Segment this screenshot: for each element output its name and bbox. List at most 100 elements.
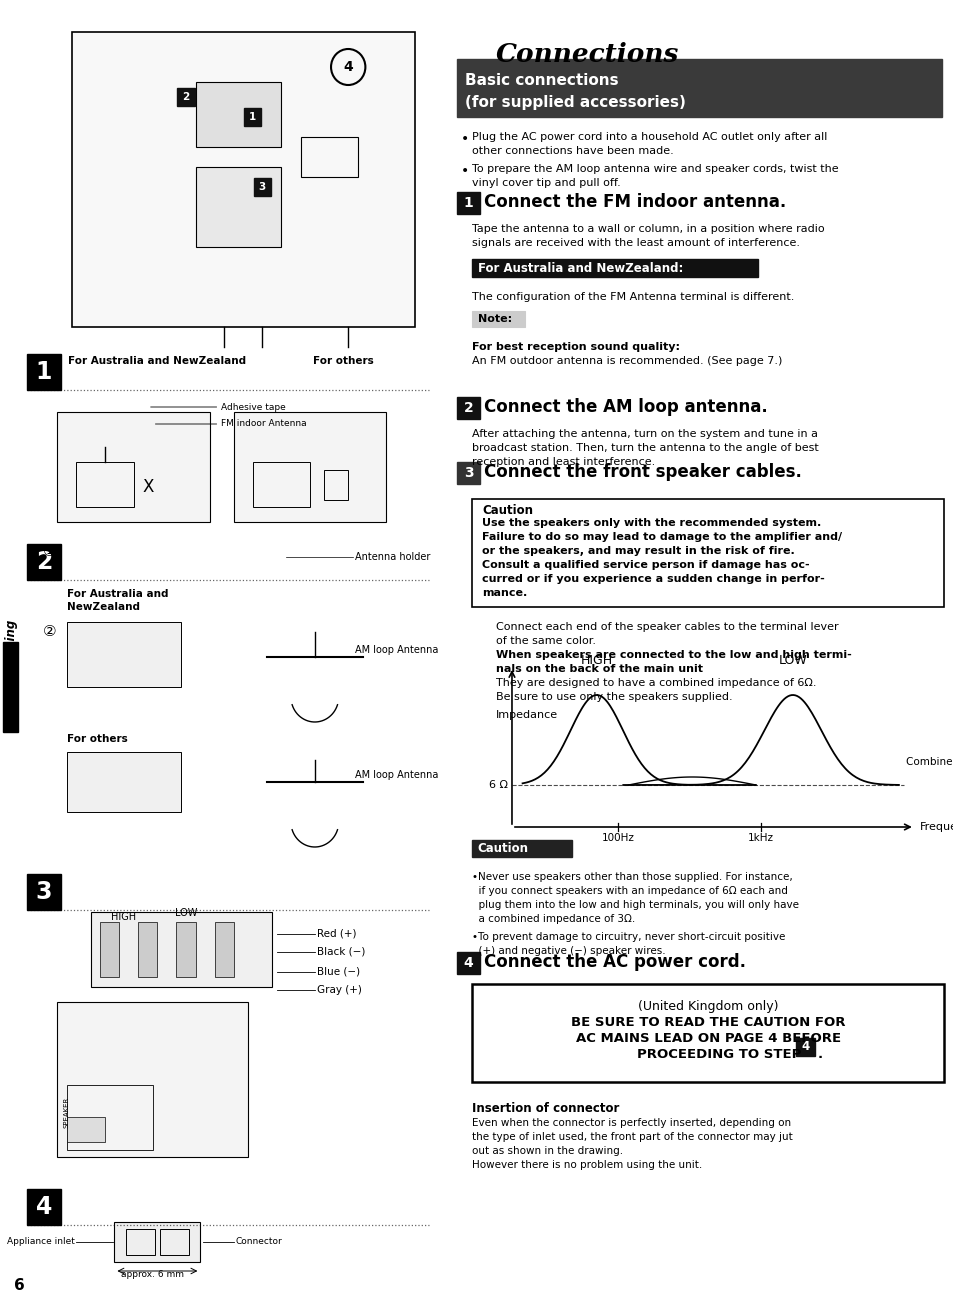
Bar [253, 462, 310, 506]
Bar [27, 544, 61, 579]
Text: 1: 1 [249, 112, 256, 122]
Text: 3: 3 [258, 182, 266, 191]
Bar [126, 1229, 154, 1255]
Text: Even when the connector is perfectly inserted, depending on: Even when the connector is perfectly ins… [471, 1118, 790, 1128]
Text: Antenna holder: Antenna holder [355, 552, 430, 562]
Text: For others: For others [67, 734, 128, 743]
Text: ①: ① [43, 544, 56, 560]
Text: An FM outdoor antenna is recommended. (See page 7.): An FM outdoor antenna is recommended. (S… [471, 355, 781, 366]
Text: vinyl cover tip and pull off.: vinyl cover tip and pull off. [471, 178, 619, 187]
Text: HIGH: HIGH [580, 654, 612, 667]
Text: 6: 6 [13, 1279, 25, 1293]
Text: 4: 4 [343, 60, 353, 74]
Text: .: . [817, 1048, 821, 1061]
Text: 4: 4 [801, 1040, 809, 1053]
Text: out as shown in the drawing.: out as shown in the drawing. [471, 1146, 622, 1156]
Text: 4: 4 [463, 956, 473, 970]
Text: For Australia and NewZealand:: For Australia and NewZealand: [477, 262, 682, 275]
Text: ②: ② [43, 625, 56, 639]
Text: When speakers are connected to the low and high termi-: When speakers are connected to the low a… [496, 650, 851, 660]
Text: Basic connections: Basic connections [465, 73, 618, 89]
Bar [67, 1085, 152, 1150]
Bar [27, 1189, 61, 1225]
Text: 6 Ω: 6 Ω [488, 780, 507, 790]
Text: Connect the AM loop antenna.: Connect the AM loop antenna. [484, 398, 767, 417]
Text: Before using: Before using [5, 620, 18, 704]
Text: Insertion of connector: Insertion of connector [471, 1101, 618, 1115]
Text: Plug the AC power cord into a household AC outlet only after all: Plug the AC power cord into a household … [471, 132, 826, 142]
Text: broadcast station. Then, turn the antenna to the angle of best: broadcast station. Then, turn the antenn… [471, 443, 818, 453]
Text: Gray (+): Gray (+) [316, 986, 361, 995]
Bar [195, 82, 281, 147]
Bar [195, 167, 281, 247]
Text: 2: 2 [182, 92, 190, 102]
Text: AM loop Antenna: AM loop Antenna [355, 769, 437, 780]
Bar [456, 191, 479, 214]
Text: •: • [460, 164, 469, 178]
Text: signals are received with the least amount of interference.: signals are received with the least amou… [471, 238, 799, 247]
Text: 100Hz: 100Hz [601, 833, 634, 842]
Text: of the same color.: of the same color. [496, 635, 596, 646]
Text: 3: 3 [35, 880, 52, 904]
Text: (+) and negative (−) speaker wires.: (+) and negative (−) speaker wires. [471, 947, 664, 956]
Text: 1kHz: 1kHz [747, 833, 773, 842]
Bar [3, 642, 18, 732]
Text: (for supplied accessories): (for supplied accessories) [465, 95, 685, 109]
Text: Consult a qualified service person if damage has oc-: Consult a qualified service person if da… [482, 560, 809, 570]
Bar [471, 499, 943, 607]
Text: AM loop Antenna: AM loop Antenna [355, 644, 437, 655]
Text: PROCEEDING TO STEP: PROCEEDING TO STEP [637, 1048, 801, 1061]
Text: approx. 6 mm: approx. 6 mm [121, 1269, 184, 1279]
Bar [471, 311, 524, 327]
Bar [67, 753, 181, 812]
Text: After attaching the antenna, turn on the system and tune in a: After attaching the antenna, turn on the… [471, 428, 817, 439]
Text: SPEAKER: SPEAKER [64, 1096, 70, 1128]
Text: Use the speakers only with the recommended system.: Use the speakers only with the recommend… [482, 518, 821, 529]
Text: For best reception sound quality:: For best reception sound quality: [471, 342, 679, 352]
Text: or the speakers, and may result in the risk of fire.: or the speakers, and may result in the r… [482, 546, 794, 556]
Text: (United Kingdom only): (United Kingdom only) [638, 1000, 778, 1013]
Text: For others: For others [313, 355, 374, 366]
Bar [233, 411, 386, 522]
Text: To prepare the AM loop antenna wire and speaker cords, twist the: To prepare the AM loop antenna wire and … [471, 164, 838, 174]
Text: Connections: Connections [496, 42, 679, 66]
Text: mance.: mance. [482, 589, 527, 598]
Text: 1: 1 [35, 359, 52, 384]
Bar [160, 1229, 189, 1255]
Text: The configuration of the FM Antenna terminal is different.: The configuration of the FM Antenna term… [471, 292, 793, 302]
Text: NewZealand: NewZealand [67, 602, 140, 612]
Bar [27, 874, 61, 910]
Text: Tape the antenna to a wall or column, in a position where radio: Tape the antenna to a wall or column, in… [471, 224, 823, 234]
Text: Failure to do so may lead to damage to the amplifier and/: Failure to do so may lead to damage to t… [482, 533, 841, 542]
Bar [471, 984, 943, 1082]
Text: nals on the back of the main unit: nals on the back of the main unit [496, 664, 702, 674]
Text: 1: 1 [463, 197, 473, 210]
Text: Connect the front speaker cables.: Connect the front speaker cables. [484, 464, 801, 480]
Text: 3: 3 [463, 466, 473, 480]
Text: Caution: Caution [482, 504, 533, 517]
Bar [471, 840, 572, 857]
Bar [471, 259, 757, 277]
Text: For Australia and NewZealand: For Australia and NewZealand [69, 355, 246, 366]
Text: Note:: Note: [477, 314, 512, 324]
Text: if you connect speakers with an impedance of 6Ω each and: if you connect speakers with an impedanc… [471, 885, 787, 896]
Text: the type of inlet used, the front part of the connector may jut: the type of inlet used, the front part o… [471, 1131, 792, 1142]
Text: Caution: Caution [476, 842, 527, 855]
Bar [253, 178, 271, 197]
Bar [67, 622, 181, 687]
Bar [176, 922, 195, 976]
Text: Red (+): Red (+) [316, 930, 355, 939]
Text: 4: 4 [35, 1195, 52, 1219]
Bar [76, 462, 133, 506]
Text: curred or if you experience a sudden change in perfor-: curred or if you experience a sudden cha… [482, 574, 824, 585]
Text: LOW: LOW [778, 654, 806, 667]
Text: LOW: LOW [174, 907, 197, 918]
Text: plug them into the low and high terminals, you will only have: plug them into the low and high terminal… [471, 900, 798, 910]
Text: •: • [460, 132, 469, 146]
Text: Appliance inlet: Appliance inlet [7, 1237, 74, 1246]
Bar [795, 1038, 814, 1056]
Text: Connect the AC power cord.: Connect the AC power cord. [484, 953, 745, 971]
Bar [57, 1003, 248, 1157]
Text: Connector: Connector [235, 1237, 282, 1246]
Text: reception and least interference.: reception and least interference. [471, 457, 655, 467]
